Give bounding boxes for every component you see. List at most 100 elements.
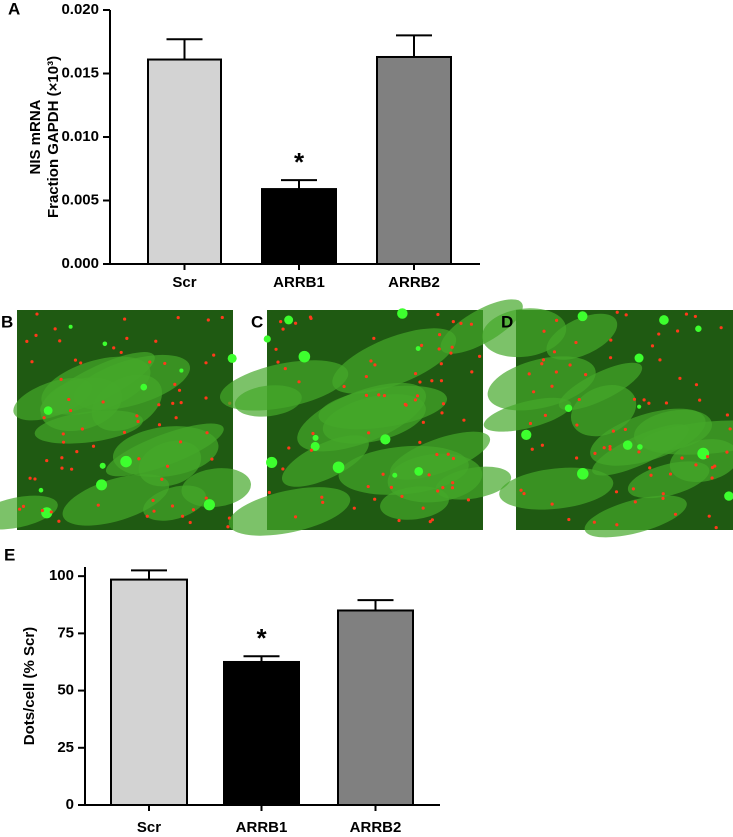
green-dot	[266, 456, 278, 469]
error-bar	[243, 655, 280, 662]
green-dot	[397, 308, 408, 319]
red-dot	[623, 427, 627, 432]
red-dot	[705, 454, 710, 459]
red-dot	[204, 496, 208, 500]
green-dot	[577, 311, 588, 322]
red-dot	[204, 361, 208, 365]
red-dot	[713, 464, 717, 468]
red-dot	[436, 312, 440, 317]
red-dot	[451, 319, 455, 324]
red-dot	[421, 506, 425, 510]
red-dot	[413, 398, 418, 402]
red-dot	[543, 413, 548, 417]
y-tick-label: 0.010	[61, 128, 99, 145]
cell	[228, 487, 351, 536]
red-dot	[397, 518, 401, 523]
cell	[440, 299, 523, 354]
red-dot	[220, 315, 224, 320]
red-dot	[522, 491, 526, 496]
red-dot	[70, 467, 74, 471]
red-dot	[373, 497, 377, 501]
red-dot	[648, 466, 652, 470]
red-dot	[33, 477, 37, 481]
red-dot	[611, 429, 615, 433]
green-dot	[521, 429, 532, 440]
red-dot	[714, 525, 718, 530]
red-dot	[381, 472, 385, 476]
red-dot	[615, 310, 619, 314]
red-dot	[555, 318, 559, 322]
micrograph	[0, 310, 251, 530]
red-dot	[68, 408, 73, 413]
red-dot	[554, 370, 558, 374]
red-dot	[179, 401, 183, 405]
red-dot	[693, 314, 697, 319]
green-dot	[622, 440, 633, 450]
red-dot	[632, 397, 637, 401]
cell	[482, 308, 567, 358]
red-dot	[281, 467, 285, 471]
red-dot	[615, 523, 619, 527]
red-dot	[592, 520, 596, 524]
red-dot	[608, 356, 613, 360]
red-dot	[421, 420, 425, 424]
bar	[223, 660, 300, 806]
red-dot	[439, 379, 444, 383]
y-tick-label: 0	[66, 796, 74, 813]
x-tick-label: Scr	[172, 274, 196, 291]
x-tick-label: ARRB2	[350, 819, 402, 836]
red-dot	[297, 380, 301, 384]
red-dot	[418, 380, 422, 384]
bar	[110, 578, 188, 807]
red-dot	[42, 416, 46, 420]
red-dot	[450, 486, 455, 490]
y-axis-label: Fraction GAPDH (×10³)	[45, 56, 62, 218]
red-dot	[281, 327, 285, 331]
red-dot	[540, 362, 544, 366]
annotation: *	[294, 147, 305, 177]
bar	[147, 58, 222, 265]
cell	[318, 385, 448, 430]
red-dot	[60, 466, 64, 470]
red-dot	[527, 372, 531, 376]
y-tick-label: 0.015	[61, 64, 99, 81]
red-dot	[293, 515, 298, 519]
red-dot	[430, 379, 434, 383]
red-dot	[382, 393, 387, 398]
cell	[13, 378, 93, 421]
red-dot	[174, 416, 178, 420]
green-dot	[179, 368, 184, 373]
red-dot	[584, 373, 588, 377]
cell	[0, 495, 58, 530]
red-dot	[49, 510, 53, 514]
red-dot	[119, 350, 123, 355]
y-tick-label: 25	[57, 739, 74, 756]
cell	[584, 495, 687, 538]
red-dot	[165, 464, 170, 468]
cell	[570, 385, 637, 437]
red-dot	[466, 498, 471, 502]
red-dot	[60, 456, 64, 460]
red-dot	[602, 446, 606, 450]
red-dot	[40, 508, 44, 513]
red-dot	[459, 321, 463, 325]
cell	[633, 409, 713, 451]
green-dot	[637, 404, 642, 409]
red-dot	[707, 514, 711, 518]
green-dot	[659, 315, 669, 325]
red-dot	[436, 489, 440, 493]
red-dot	[575, 423, 579, 427]
red-dot	[366, 484, 370, 489]
red-dot	[528, 421, 533, 426]
annotation: *	[256, 623, 267, 653]
red-dot	[552, 350, 557, 354]
red-dot	[694, 463, 698, 467]
red-dot	[112, 346, 116, 350]
red-dot	[279, 319, 283, 324]
red-dot	[550, 384, 554, 388]
red-dot	[647, 401, 651, 405]
y-tick-label: 0.020	[61, 1, 99, 18]
red-dot	[413, 372, 418, 376]
red-dot	[276, 360, 280, 364]
red-dot	[157, 403, 161, 407]
